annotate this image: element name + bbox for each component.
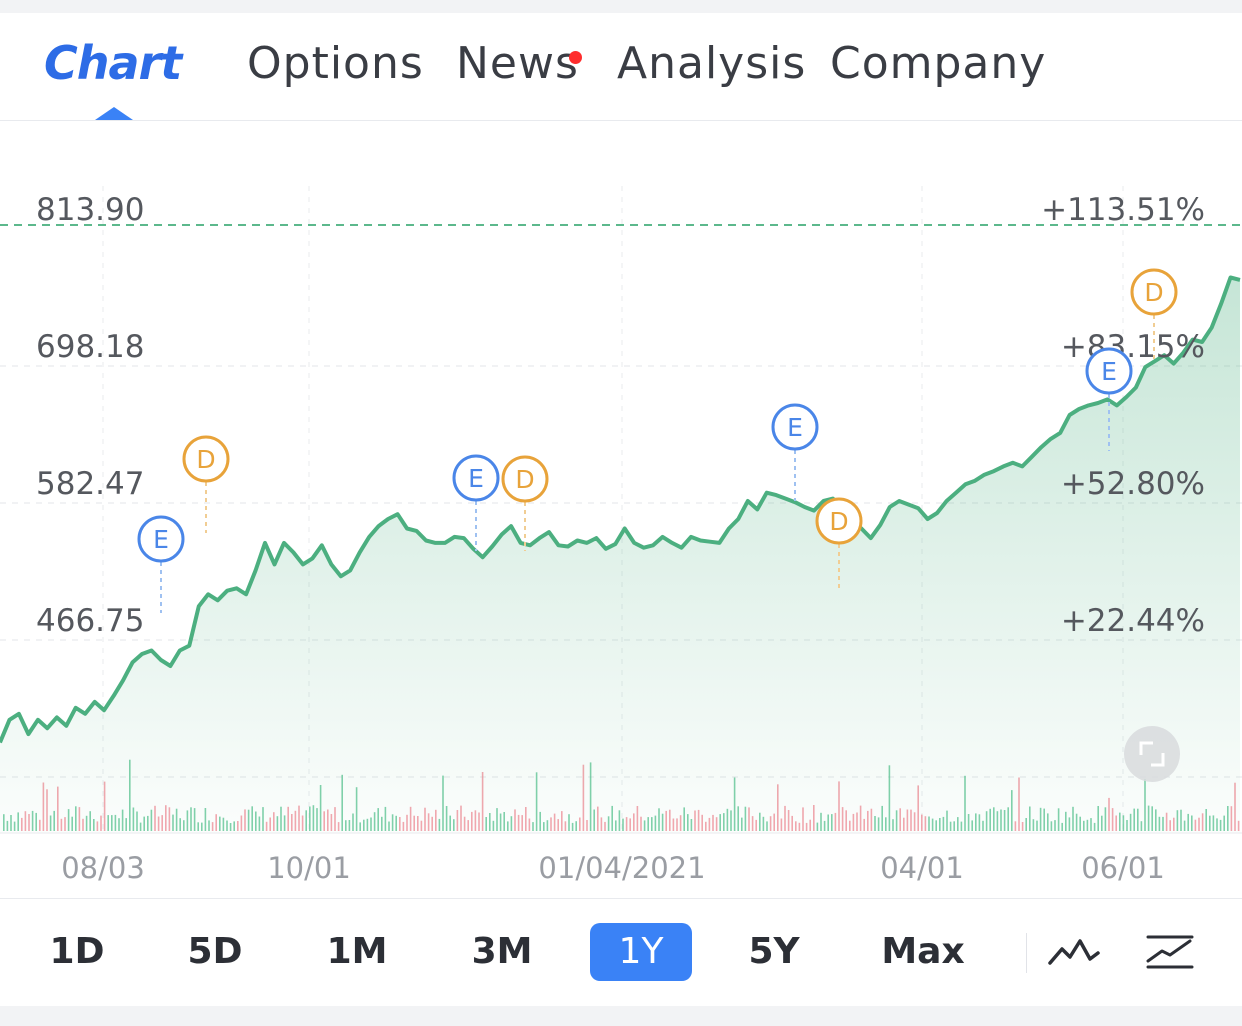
earnings-marker-4-label: E	[1101, 357, 1117, 386]
dividend-marker-1-label: D	[196, 445, 215, 474]
dividend-marker-1[interactable]: D	[182, 435, 230, 533]
expand-button[interactable]	[1124, 726, 1180, 782]
earnings-marker-3[interactable]: E	[771, 403, 819, 501]
pct-label-83: +83.15%	[1061, 329, 1205, 365]
tab-news[interactable]: News	[456, 38, 579, 89]
bottom-strip	[0, 1006, 1242, 1026]
active-tab-indicator	[95, 107, 133, 120]
price-label-582: 582.47	[36, 466, 144, 502]
controls-separator	[1026, 933, 1027, 973]
x-label-0401: 04/01	[880, 851, 964, 885]
range-1m-button[interactable]: 1M	[326, 931, 388, 972]
price-chart[interactable]: 813.90 698.18 582.47 466.75 +113.51% +83…	[0, 120, 1242, 899]
earnings-marker-2-label: E	[468, 464, 484, 493]
price-label-813: 813.90	[36, 192, 144, 228]
trend-compare-icon[interactable]	[1142, 927, 1198, 977]
range-3m-button[interactable]: 3M	[471, 931, 533, 972]
tab-chart[interactable]: Chart	[44, 36, 182, 90]
dividend-marker-3[interactable]: D	[815, 497, 863, 591]
dividend-marker-2-label: D	[515, 465, 534, 494]
earnings-marker-1[interactable]: E	[137, 515, 185, 613]
news-notification-dot	[569, 51, 582, 64]
tab-company[interactable]: Company	[830, 38, 1047, 89]
y-axis-price-labels: 813.90 698.18 582.47 466.75	[36, 192, 144, 639]
earnings-marker-2[interactable]: E	[452, 454, 500, 551]
tab-options[interactable]: Options	[247, 38, 424, 89]
earnings-marker-4[interactable]: E	[1085, 347, 1133, 451]
tab-bar: Chart Options News Analysis Company	[0, 13, 1242, 120]
dividend-marker-4[interactable]: D	[1130, 268, 1178, 361]
line-chart-icon[interactable]	[1046, 927, 1102, 977]
range-5y-button[interactable]: 5Y	[748, 931, 800, 972]
dividend-marker-3-label: D	[829, 507, 848, 536]
range-1d-button[interactable]: 1D	[49, 931, 105, 972]
price-label-466: 466.75	[36, 603, 144, 639]
range-controls: 1D 5D 1M 3M 1Y 5Y Max	[0, 898, 1242, 1007]
event-markers: E D E D E	[137, 268, 1178, 613]
x-label-1001: 10/01	[267, 851, 351, 885]
expand-icon	[1139, 741, 1165, 767]
earnings-marker-3-label: E	[787, 413, 803, 442]
range-5d-button[interactable]: 5D	[187, 931, 243, 972]
pct-label-52: +52.80%	[1061, 466, 1205, 502]
x-label-010421: 01/04/2021	[538, 851, 705, 885]
price-label-698: 698.18	[36, 329, 144, 365]
x-axis-labels: 08/03 10/01 01/04/2021 04/01 06/01	[61, 851, 1165, 885]
y-axis-percent-labels: +113.51% +83.15% +52.80% +22.44%	[1041, 192, 1205, 639]
pct-label-22: +22.44%	[1061, 603, 1205, 639]
price-area-fill	[0, 277, 1240, 833]
dividend-marker-2[interactable]: D	[501, 455, 549, 551]
earnings-marker-1-label: E	[153, 525, 169, 554]
price-line	[0, 275, 1241, 744]
x-label-0803: 08/03	[61, 851, 145, 885]
pct-label-113: +113.51%	[1041, 192, 1205, 228]
range-1y-button[interactable]: 1Y	[590, 923, 692, 981]
tab-analysis[interactable]: Analysis	[617, 38, 807, 89]
range-max-button[interactable]: Max	[881, 931, 965, 972]
x-label-0601: 06/01	[1081, 851, 1165, 885]
dividend-marker-4-label: D	[1144, 278, 1163, 307]
top-strip	[0, 0, 1242, 13]
price-chart-svg: 813.90 698.18 582.47 466.75 +113.51% +83…	[0, 186, 1242, 885]
